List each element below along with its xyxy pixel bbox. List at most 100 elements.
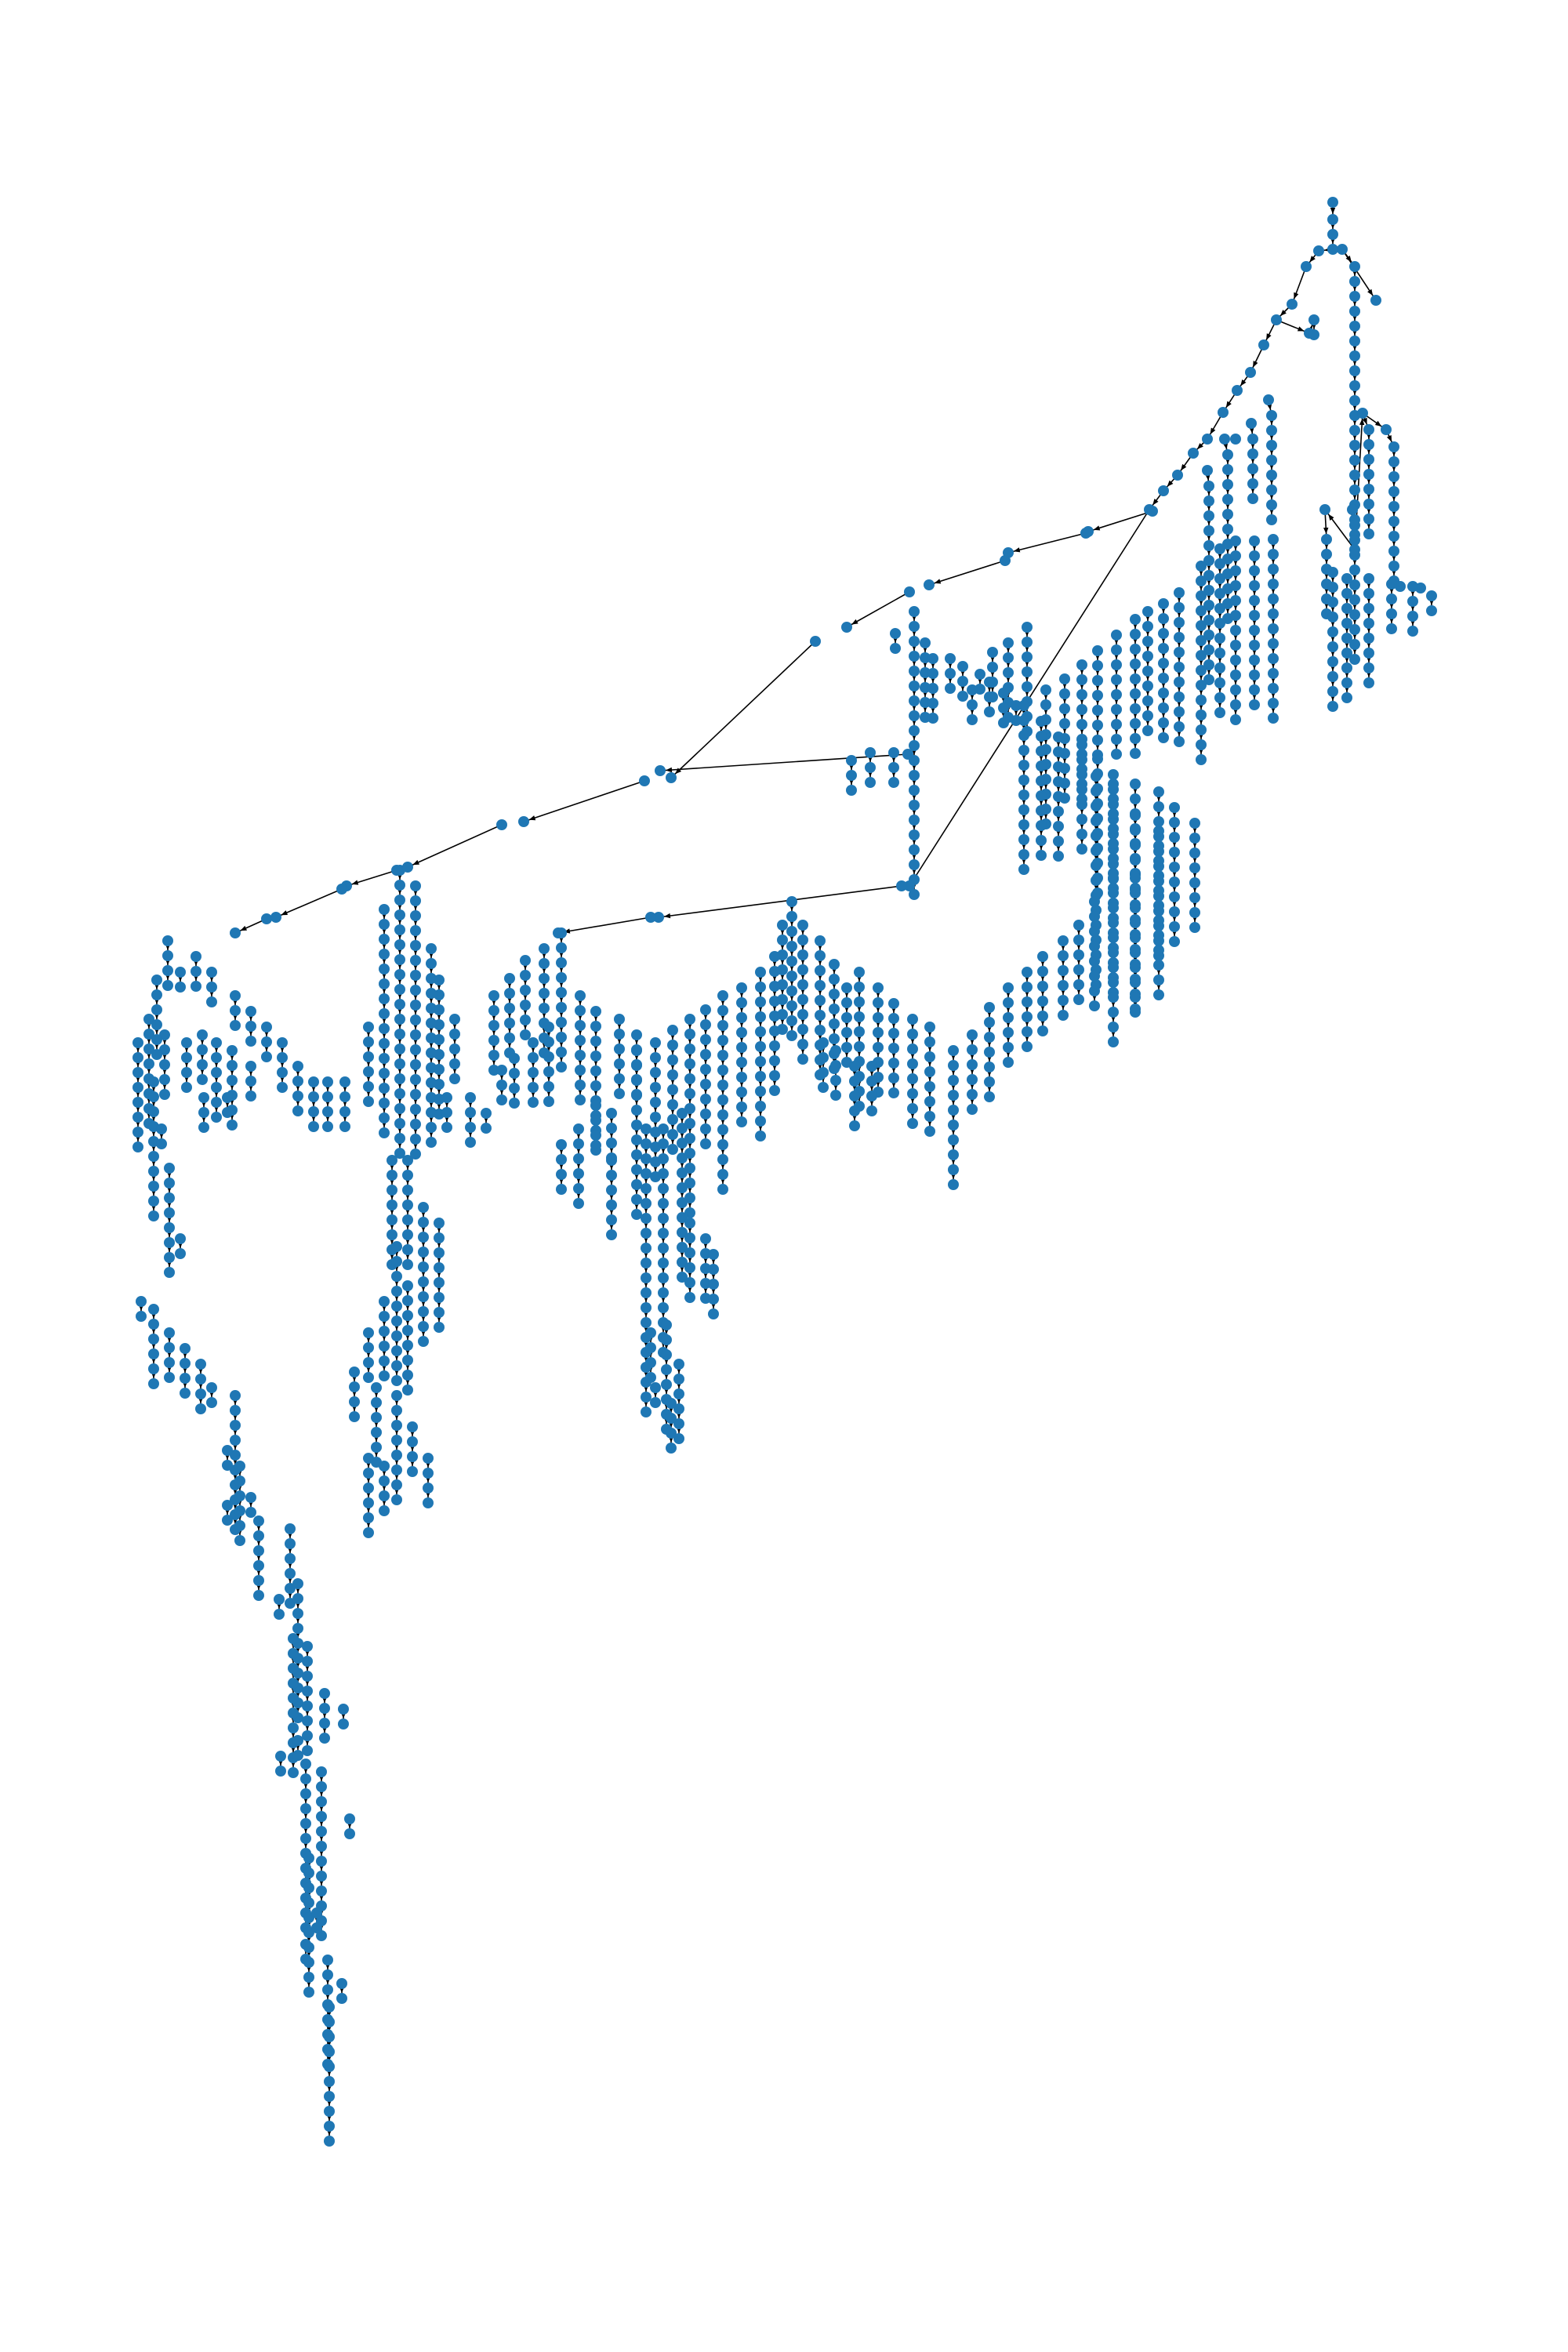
tree-node (1011, 700, 1022, 711)
tree-node (700, 1079, 711, 1090)
tree-node (829, 1004, 840, 1014)
tree-node (606, 1123, 617, 1134)
edge (846, 591, 910, 628)
tree-node (1249, 625, 1260, 636)
tree-node (849, 1076, 860, 1087)
tree-node (1230, 655, 1241, 666)
tree-node (402, 1229, 413, 1240)
tree-node (1036, 731, 1047, 742)
tree-node (1092, 660, 1103, 671)
tree-node (967, 1029, 978, 1040)
tree-node (717, 1124, 728, 1135)
tree-node (865, 747, 876, 758)
edge-arrowhead (1196, 443, 1203, 450)
tree-node (277, 1082, 288, 1093)
tree-node (1108, 808, 1119, 819)
tree-node (1189, 907, 1200, 918)
tree-node (1230, 595, 1241, 606)
tree-node (1349, 291, 1360, 302)
tree-node (829, 1018, 840, 1029)
tree-node (786, 985, 797, 996)
tree-node (402, 1310, 413, 1321)
tree-node (909, 770, 920, 781)
tree-node (1153, 975, 1164, 985)
tree-node (1268, 713, 1279, 724)
tree-node (324, 2106, 335, 2117)
tree-node (162, 935, 173, 946)
tree-node (948, 1045, 959, 1056)
tree-node (132, 1142, 143, 1152)
tree-node (391, 1330, 402, 1341)
tree-node (1247, 478, 1258, 489)
tree-node (1349, 624, 1360, 635)
tree-node (1089, 926, 1100, 937)
tree-node (1266, 410, 1277, 421)
tree-node (302, 1671, 313, 1682)
tree-node (1169, 936, 1180, 947)
tree-node (434, 1218, 445, 1229)
tree-node (230, 1020, 241, 1031)
tree-node (1073, 979, 1084, 990)
tree-node (206, 1397, 217, 1408)
tree-node (1214, 692, 1225, 703)
tree-node (1245, 367, 1256, 378)
tree-node (736, 1042, 747, 1053)
tree-node (888, 762, 899, 773)
tree-node (684, 1292, 695, 1303)
tree-node (132, 1037, 143, 1048)
tree-node (1174, 602, 1185, 613)
tree-node (197, 1059, 208, 1070)
tree-node (1003, 982, 1014, 993)
tree-node (181, 1052, 192, 1063)
tree-node (1089, 971, 1100, 982)
tree-node (1174, 691, 1185, 702)
tree-node (423, 1453, 434, 1464)
tree-node (234, 1475, 245, 1486)
tree-node (1230, 684, 1241, 695)
tree-node (543, 1022, 554, 1033)
tree-node (556, 1139, 567, 1150)
tree-node (245, 1492, 256, 1503)
tree-node (1058, 980, 1069, 991)
tree-node (556, 1062, 567, 1073)
tree-node (407, 1451, 418, 1462)
tree-node (394, 1029, 405, 1040)
tree-node (1130, 947, 1141, 958)
tree-node (1363, 603, 1374, 614)
tree-node (181, 1082, 192, 1093)
tree-node (520, 985, 531, 996)
tree-node (261, 913, 272, 924)
tree-node (1036, 820, 1047, 831)
tree-node (1189, 877, 1200, 888)
tree-node (195, 1403, 206, 1414)
tree-node (909, 606, 920, 617)
tree-node (230, 1435, 241, 1446)
tree-node (379, 1326, 390, 1337)
tree-node (363, 1096, 374, 1107)
tree-node (349, 1396, 360, 1407)
tree-node (1130, 673, 1141, 684)
tree-node (253, 1530, 264, 1541)
tree-node (1321, 534, 1332, 545)
edge-arrowhead (351, 880, 359, 885)
tree-node (1349, 470, 1360, 481)
tree-node (797, 1039, 808, 1050)
tree-node (316, 1886, 327, 1896)
tree-node (363, 1022, 374, 1033)
tree-node (227, 1045, 238, 1056)
tree-node (1111, 644, 1122, 655)
tree-node (426, 1122, 437, 1133)
tree-node (896, 880, 907, 891)
tree-node (717, 1154, 728, 1165)
tree-node (324, 2061, 335, 2072)
tree-node (363, 1527, 374, 1538)
tree-node (319, 1733, 330, 1744)
tree-node (1142, 681, 1153, 691)
tree-node (684, 1277, 695, 1288)
tree-node (948, 1164, 959, 1175)
tree-node (379, 1311, 390, 1322)
tree-node (234, 1520, 245, 1531)
tree-node (1196, 620, 1207, 631)
edge (659, 753, 909, 771)
tree-node (1037, 996, 1048, 1007)
